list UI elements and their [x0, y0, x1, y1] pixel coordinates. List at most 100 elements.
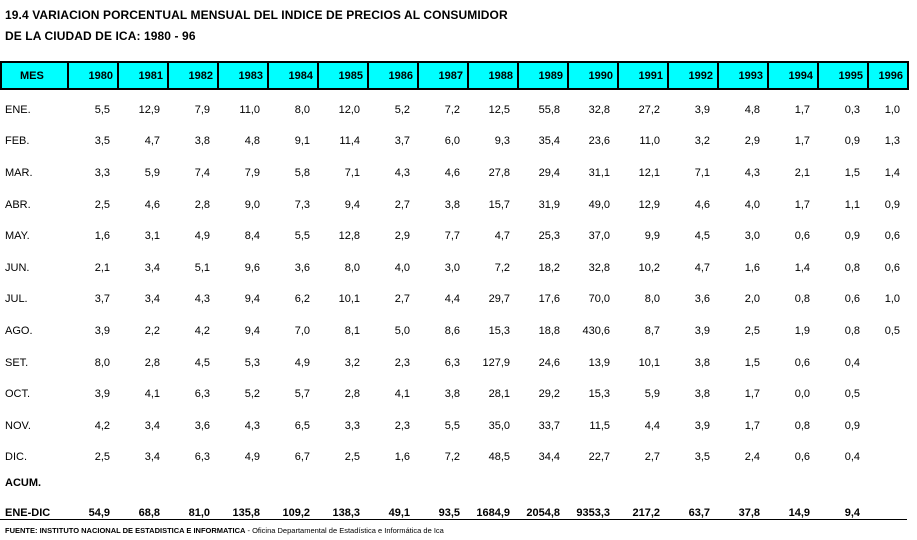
header-year-1992: 1992 [667, 61, 719, 90]
table-cell: 9,3 [494, 135, 510, 148]
table-cell: 0,5 [884, 324, 900, 337]
acum-cell: 63,7 [688, 507, 710, 519]
table-cell: 9,4 [344, 198, 360, 211]
table-cell: 10,1 [338, 293, 360, 306]
table-cell: 31,1 [588, 166, 610, 179]
table-cell: 3,3 [94, 166, 110, 179]
table-cell: 0,6 [794, 356, 810, 369]
table-cell: 4,0 [394, 261, 410, 274]
table-cell: 2,7 [394, 198, 410, 211]
table-cell: 2,8 [194, 198, 210, 211]
table-cell: 9,6 [244, 261, 260, 274]
table-cell: 2,1 [94, 261, 110, 274]
table-cell: 24,6 [538, 356, 560, 369]
table-cell: 1,6 [744, 261, 760, 274]
table-cell: 0,0 [794, 388, 810, 401]
row-label: JUL. [5, 293, 28, 306]
table-cell [867, 378, 907, 410]
table-cell: 3,1 [144, 230, 160, 243]
table-cell: 11,0 [639, 135, 660, 148]
table-cell: 8,1 [344, 324, 360, 337]
table-cell: 2,3 [394, 356, 410, 369]
table-cell: 4,1 [394, 388, 410, 401]
table-cell: 4,7 [494, 230, 510, 243]
table-cell: 5,8 [294, 166, 310, 179]
table-header: MES 1980 1981 1982 1983 1984 1985 1986 1987 1988 1… [0, 61, 909, 90]
header-year-1988: 1988 [467, 61, 519, 90]
table-cell: 2,1 [794, 166, 810, 179]
table-cell: 4,9 [194, 230, 210, 243]
table-cell: 35,0 [488, 419, 510, 432]
acum-cell [867, 493, 907, 521]
bottom-rule [0, 519, 907, 520]
table-cell: 2,7 [644, 451, 660, 464]
table-cell: 4,7 [694, 261, 710, 274]
table-cell: 11,4 [339, 135, 360, 148]
table-cell: 6,2 [294, 293, 310, 306]
table-cell: 0,9 [884, 198, 900, 211]
table-cell: 1,9 [794, 324, 810, 337]
table-cell: 8,0 [644, 293, 660, 306]
table-cell: 22,7 [588, 451, 610, 464]
table-cell: 7,9 [194, 103, 210, 116]
table-cell: 3,0 [444, 261, 460, 274]
table-cell: 7,2 [494, 261, 510, 274]
acum-cell: 1684,9 [476, 507, 510, 519]
acum-sub-label: ENE-DIC [5, 507, 51, 519]
table-cell: 3,5 [94, 135, 110, 148]
table-cell: 127,9 [482, 356, 510, 369]
data-table: ENE. 5,5 12,9 7,9 11,0 8,0 12,0 5,2 7,2 12,5 55,8 3… [0, 94, 907, 473]
table-row: JUL. 3,7 3,4 4,3 9,4 6,2 10,1 2,7 4,4 29,7 17,6 70,… [0, 284, 907, 316]
table-cell: 1,7 [794, 103, 810, 116]
table-cell: 0,9 [844, 419, 860, 432]
table-cell: 12,1 [638, 166, 660, 179]
table-cell: 35,4 [538, 135, 560, 148]
table-cell: 1,6 [394, 451, 410, 464]
table-cell: 32,8 [588, 261, 610, 274]
table-cell: 1,7 [794, 198, 810, 211]
header-year-1990: 1990 [567, 61, 619, 90]
table-cell: 0,4 [844, 356, 860, 369]
table-cell: 7,1 [694, 166, 710, 179]
table-cell: 18,2 [538, 261, 560, 274]
table-cell: 5,5 [294, 230, 310, 243]
table-cell: 3,4 [144, 261, 160, 274]
table-cell: 1,0 [884, 293, 900, 306]
table-cell: 7,0 [294, 324, 310, 337]
table-cell: 3,6 [294, 261, 310, 274]
table-row: AGO. 3,9 2,2 4,2 9,4 7,0 8,1 5,0 8,6 15,3 18,8 430,… [0, 315, 907, 347]
table-cell: 4,3 [744, 166, 760, 179]
row-label: AGO. [5, 324, 33, 337]
table-cell: 0,9 [844, 135, 860, 148]
table-cell: 2,3 [394, 419, 410, 432]
table-cell: 7,3 [294, 198, 310, 211]
table-cell: 8,4 [244, 230, 260, 243]
table-cell: 3,8 [694, 388, 710, 401]
acum-cell: 14,9 [788, 507, 810, 519]
table-cell: 3,9 [694, 324, 710, 337]
table-cell: 29,2 [538, 388, 560, 401]
table-cell: 5,0 [394, 324, 410, 337]
acum-spacer [67, 473, 907, 493]
table-cell: 4,8 [744, 103, 760, 116]
table-cell: 17,6 [538, 293, 560, 306]
table-cell: 4,2 [194, 324, 210, 337]
header-year-1986: 1986 [367, 61, 419, 90]
row-label: SET. [5, 356, 29, 369]
table-cell: 7,2 [444, 451, 460, 464]
table-cell: 3,6 [694, 293, 710, 306]
table-cell: 3,4 [144, 451, 160, 464]
acum-cell: 93,5 [438, 507, 460, 519]
table-cell: 29,4 [538, 166, 560, 179]
row-label: OCT. [5, 388, 31, 401]
table-row: MAR. 3,3 5,9 7,4 7,9 5,8 7,1 4,3 4,6 27,8 29,4 31,1… [0, 157, 907, 189]
table-row: OCT. 3,9 4,1 6,3 5,2 5,7 2,8 4,1 3,8 28,1 29,2 15,3… [0, 378, 907, 410]
table-cell: 4,3 [394, 166, 410, 179]
table-cell: 8,0 [294, 103, 310, 116]
table-cell: 2,9 [744, 135, 760, 148]
table-cell: 4,9 [244, 451, 260, 464]
table-cell: 4,5 [194, 356, 210, 369]
table-cell: 4,6 [694, 198, 710, 211]
table-cell: 3,8 [444, 198, 460, 211]
